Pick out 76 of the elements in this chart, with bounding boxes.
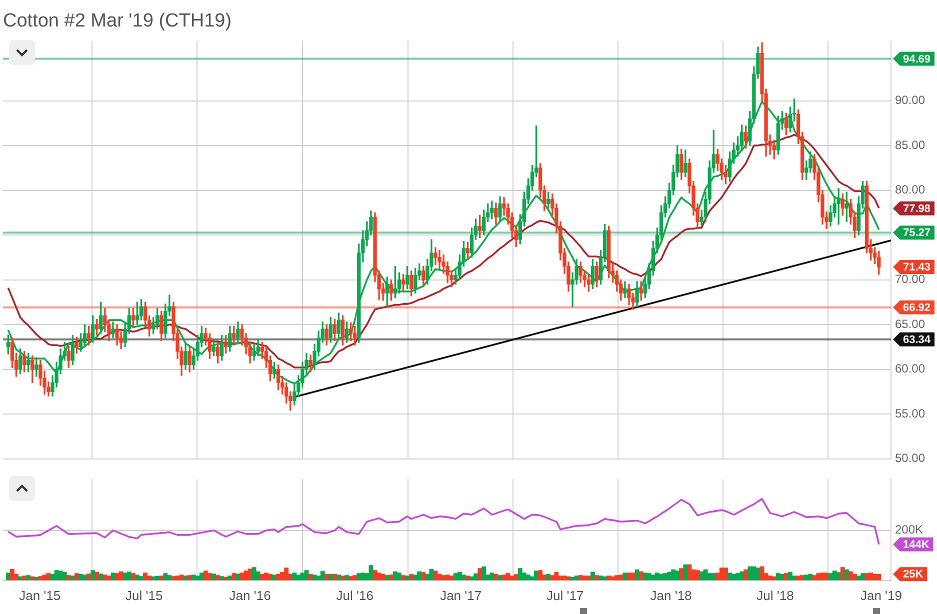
bar xyxy=(646,573,652,580)
y-tick-label: 55.00 xyxy=(895,406,926,420)
bar xyxy=(703,569,708,580)
x-tick-label: Jan '18 xyxy=(650,588,692,603)
ref-line-label: 63.34 xyxy=(903,334,932,346)
bar xyxy=(554,572,559,580)
y-tick-label: 70.00 xyxy=(895,272,926,286)
bar xyxy=(300,572,305,580)
bar xyxy=(626,572,632,580)
bar xyxy=(421,572,426,580)
bar xyxy=(106,576,112,580)
bar xyxy=(10,568,14,580)
bar xyxy=(723,568,728,580)
y-tick-label: 200K xyxy=(895,522,924,537)
bar xyxy=(163,573,168,580)
annotation: 144K xyxy=(903,538,930,551)
bar xyxy=(562,576,567,580)
annotation: 25K xyxy=(903,568,924,581)
bar xyxy=(820,572,825,580)
bar xyxy=(134,574,140,580)
bar xyxy=(490,572,494,580)
bar xyxy=(518,568,522,580)
y-tick-label: 65.00 xyxy=(895,316,926,331)
candlestick xyxy=(639,281,643,301)
bar xyxy=(482,566,486,580)
bar xyxy=(203,570,208,580)
x-tick-label: Jan '17 xyxy=(440,588,482,603)
bar xyxy=(687,564,692,580)
x-tick-label: Jul '16 xyxy=(336,588,374,603)
x-tick-label: Jan '19 xyxy=(860,588,902,603)
bar xyxy=(90,570,96,580)
bar xyxy=(292,572,297,580)
y-tick-label: 90.00 xyxy=(895,93,926,108)
annotation: 77.98 xyxy=(903,202,931,215)
bar xyxy=(506,573,510,580)
ref-line-label: 66.92 xyxy=(903,302,931,314)
x-tick-label: Jul '17 xyxy=(546,588,584,603)
bar xyxy=(236,574,240,580)
x-tick-label: Jan '15 xyxy=(19,588,61,603)
bar xyxy=(788,572,792,580)
bar xyxy=(396,572,402,580)
bar xyxy=(876,574,882,580)
bar xyxy=(320,571,325,580)
bar xyxy=(756,568,760,580)
y-tick-label: 85.00 xyxy=(895,138,926,152)
bar xyxy=(171,576,176,580)
bar xyxy=(42,574,47,580)
ref-line-label: 94.69 xyxy=(903,53,931,66)
x-tick-label: Jul '15 xyxy=(126,588,163,603)
chart-title: Cotton #2 Mar '19 (CTH19) xyxy=(3,10,232,32)
x-tick-label: Jan '16 xyxy=(229,588,271,603)
ref-line-label: 75.27 xyxy=(903,227,931,240)
x-tick-label: Jul '18 xyxy=(756,588,794,603)
bar xyxy=(26,575,31,580)
bar xyxy=(526,574,530,580)
bar xyxy=(264,572,268,580)
bar xyxy=(840,567,845,580)
annotation: 71.43 xyxy=(903,262,931,274)
bar xyxy=(252,567,256,580)
bar xyxy=(728,572,732,580)
bar xyxy=(868,572,874,580)
bar xyxy=(429,568,434,580)
bar xyxy=(143,572,148,580)
bar xyxy=(538,570,543,580)
bar xyxy=(130,573,136,580)
y-tick-label: 60.00 xyxy=(895,362,926,376)
bar xyxy=(654,572,660,580)
bar xyxy=(832,570,837,580)
bar xyxy=(126,572,132,580)
bar xyxy=(212,574,216,580)
bar xyxy=(284,568,289,580)
y-tick-label: 50.00 xyxy=(895,451,926,466)
bar xyxy=(494,574,498,580)
bar xyxy=(58,570,63,580)
bar xyxy=(376,572,382,580)
y-tick-label: 80.00 xyxy=(895,182,926,197)
